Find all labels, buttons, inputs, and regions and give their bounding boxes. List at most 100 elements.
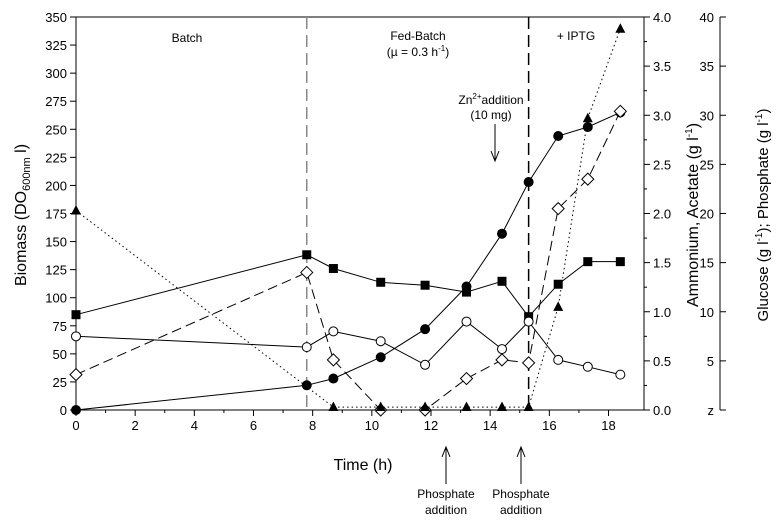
series-line-filled-circle <box>75 111 621 411</box>
y-right1-title-sup: -1 <box>684 128 695 137</box>
data-point-filled-square <box>583 257 593 267</box>
data-point-open-diamond <box>69 367 83 382</box>
data-point-filled-square <box>497 276 507 286</box>
y-left-tick-label: 75 <box>53 319 67 334</box>
data-point-open-diamond <box>613 104 628 119</box>
data-point-open-diamond <box>300 265 314 280</box>
y-right2-title-end: ) <box>755 109 772 114</box>
y-left-tick-label: 250 <box>45 122 67 137</box>
phosphate-arrow-1 <box>441 445 451 484</box>
y-left-tick-label: 175 <box>45 207 67 222</box>
y-left-tick-label: 300 <box>45 66 67 81</box>
zn-sup: 2+ <box>472 92 481 101</box>
data-point-open-circle <box>582 361 593 372</box>
y-right1-tick-label: 4.0 <box>653 10 671 25</box>
data-point-filled-circle <box>420 324 431 335</box>
data-point-filled-square <box>615 257 625 267</box>
y-right2-tick-label: 10 <box>700 305 714 320</box>
data-point-open-circle <box>615 369 626 380</box>
phase-sub-fedbatch-end: ) <box>445 45 449 59</box>
data-point-filled-triangle <box>582 112 593 123</box>
x-tick-label: 16 <box>542 418 556 433</box>
phase-label-batch: Batch <box>172 31 203 45</box>
data-point-filled-circle <box>71 405 81 415</box>
x-tick-label: 0 <box>72 418 79 433</box>
data-point-filled-triangle <box>375 401 386 412</box>
data-point-filled-triangle <box>328 401 339 412</box>
y-right2-tick-label: z <box>708 403 715 418</box>
y-right2-tick-label: 40 <box>700 10 714 25</box>
y-left-tick-label: 275 <box>45 94 67 109</box>
y-left-tick-label: 200 <box>45 178 67 193</box>
data-point-open-circle <box>328 326 339 337</box>
data-point-open-circle <box>461 316 472 327</box>
data-point-filled-circle <box>375 352 386 363</box>
x-tick-label: 6 <box>250 418 257 433</box>
y-right1-tick-label: 3.5 <box>653 59 671 74</box>
data-point-filled-circle <box>523 177 534 188</box>
y-right2-axis-title: Glucose (g l-1); Phosphate (g l-1) <box>754 109 772 322</box>
data-point-open-diamond <box>495 353 509 367</box>
y-left-tick-label: 150 <box>45 235 67 250</box>
phosphate-label-1b: addition <box>425 503 467 517</box>
series-line-filled-triangle <box>75 28 621 408</box>
data-point-open-circle <box>497 344 507 355</box>
y-right2-title-mid: ); Phosphate (g l <box>755 122 772 232</box>
phosphate-label-2b: addition <box>500 503 542 517</box>
y-left-title-main: Biomass (DO <box>13 191 30 286</box>
y-right1-tick-label: 1.5 <box>653 256 671 271</box>
y-right1-tick-label: 2.5 <box>653 157 671 172</box>
data-point-filled-triangle <box>71 205 81 215</box>
series-line-filled-square <box>75 254 621 318</box>
x-tick-label: 8 <box>309 418 316 433</box>
y-left-tick-label: 225 <box>45 150 67 165</box>
phase-label-fedbatch: Fed-Batch <box>390 29 445 43</box>
y-right1-tick-label: 3.0 <box>653 108 671 123</box>
data-point-filled-triangle <box>523 401 534 412</box>
x-tick-label: 4 <box>191 418 198 433</box>
zn-annotation-line2: (10 mg) <box>470 108 511 122</box>
y-left-title-end: l) <box>13 144 30 157</box>
x-tick-label: 14 <box>483 418 497 433</box>
data-point-open-diamond <box>326 353 341 367</box>
y-right1-axis-title: Ammonium, Acetate (g l-1) <box>684 123 702 307</box>
y-left-axis-title: Biomass (DO600nm l) <box>13 144 33 286</box>
zn-arrow <box>490 124 500 163</box>
phase-sub-fedbatch-sup: -1 <box>438 44 446 53</box>
y-right1-tick-label: 0.0 <box>653 403 671 418</box>
y-right2-tick-label: 30 <box>700 108 714 123</box>
data-point-open-circle <box>301 342 312 353</box>
y-left-tick-label: 125 <box>45 263 67 278</box>
x-axis-title: Time (h) <box>334 457 393 474</box>
data-point-filled-circle <box>328 373 339 384</box>
y-right2-title-sup: -1 <box>754 232 765 241</box>
phase-sub-fedbatch-main: (µ = 0.3 h <box>387 45 438 59</box>
data-point-open-diamond <box>581 172 595 186</box>
y-right1-tick-label: 1.0 <box>653 305 671 320</box>
data-point-open-circle <box>523 316 534 327</box>
data-point-open-diamond <box>459 371 474 386</box>
x-tick-label: 12 <box>424 418 438 433</box>
data-point-open-diamond <box>521 356 536 370</box>
data-point-filled-square <box>553 279 563 289</box>
x-tick-label: 10 <box>365 418 379 433</box>
y-right1-tick-label: 0.5 <box>653 354 671 369</box>
data-point-open-circle <box>71 331 81 342</box>
data-point-filled-triangle <box>615 23 626 33</box>
y-left-title-sub: 600nm <box>21 157 33 191</box>
phosphate-arrow-2 <box>516 445 526 484</box>
y-right1-title-end: ) <box>685 123 702 128</box>
data-point-filled-square <box>71 310 81 320</box>
y-right2-tick-label: 15 <box>700 256 714 271</box>
y-left-tick-label: 350 <box>45 10 67 25</box>
data-point-filled-circle <box>497 228 507 239</box>
y-right1-title-main: Ammonium, Acetate (g l <box>685 137 702 307</box>
y-right2-tick-label: 5 <box>707 354 714 369</box>
data-point-filled-triangle <box>553 301 564 311</box>
y-right1-tick-label: 2.0 <box>653 207 671 222</box>
phosphate-label-2a: Phosphate <box>492 487 550 501</box>
data-point-open-circle <box>375 336 386 347</box>
y-right2-tick-label: 20 <box>700 207 714 222</box>
data-point-filled-square <box>462 287 471 297</box>
y-left-tick-label: 25 <box>53 375 67 390</box>
